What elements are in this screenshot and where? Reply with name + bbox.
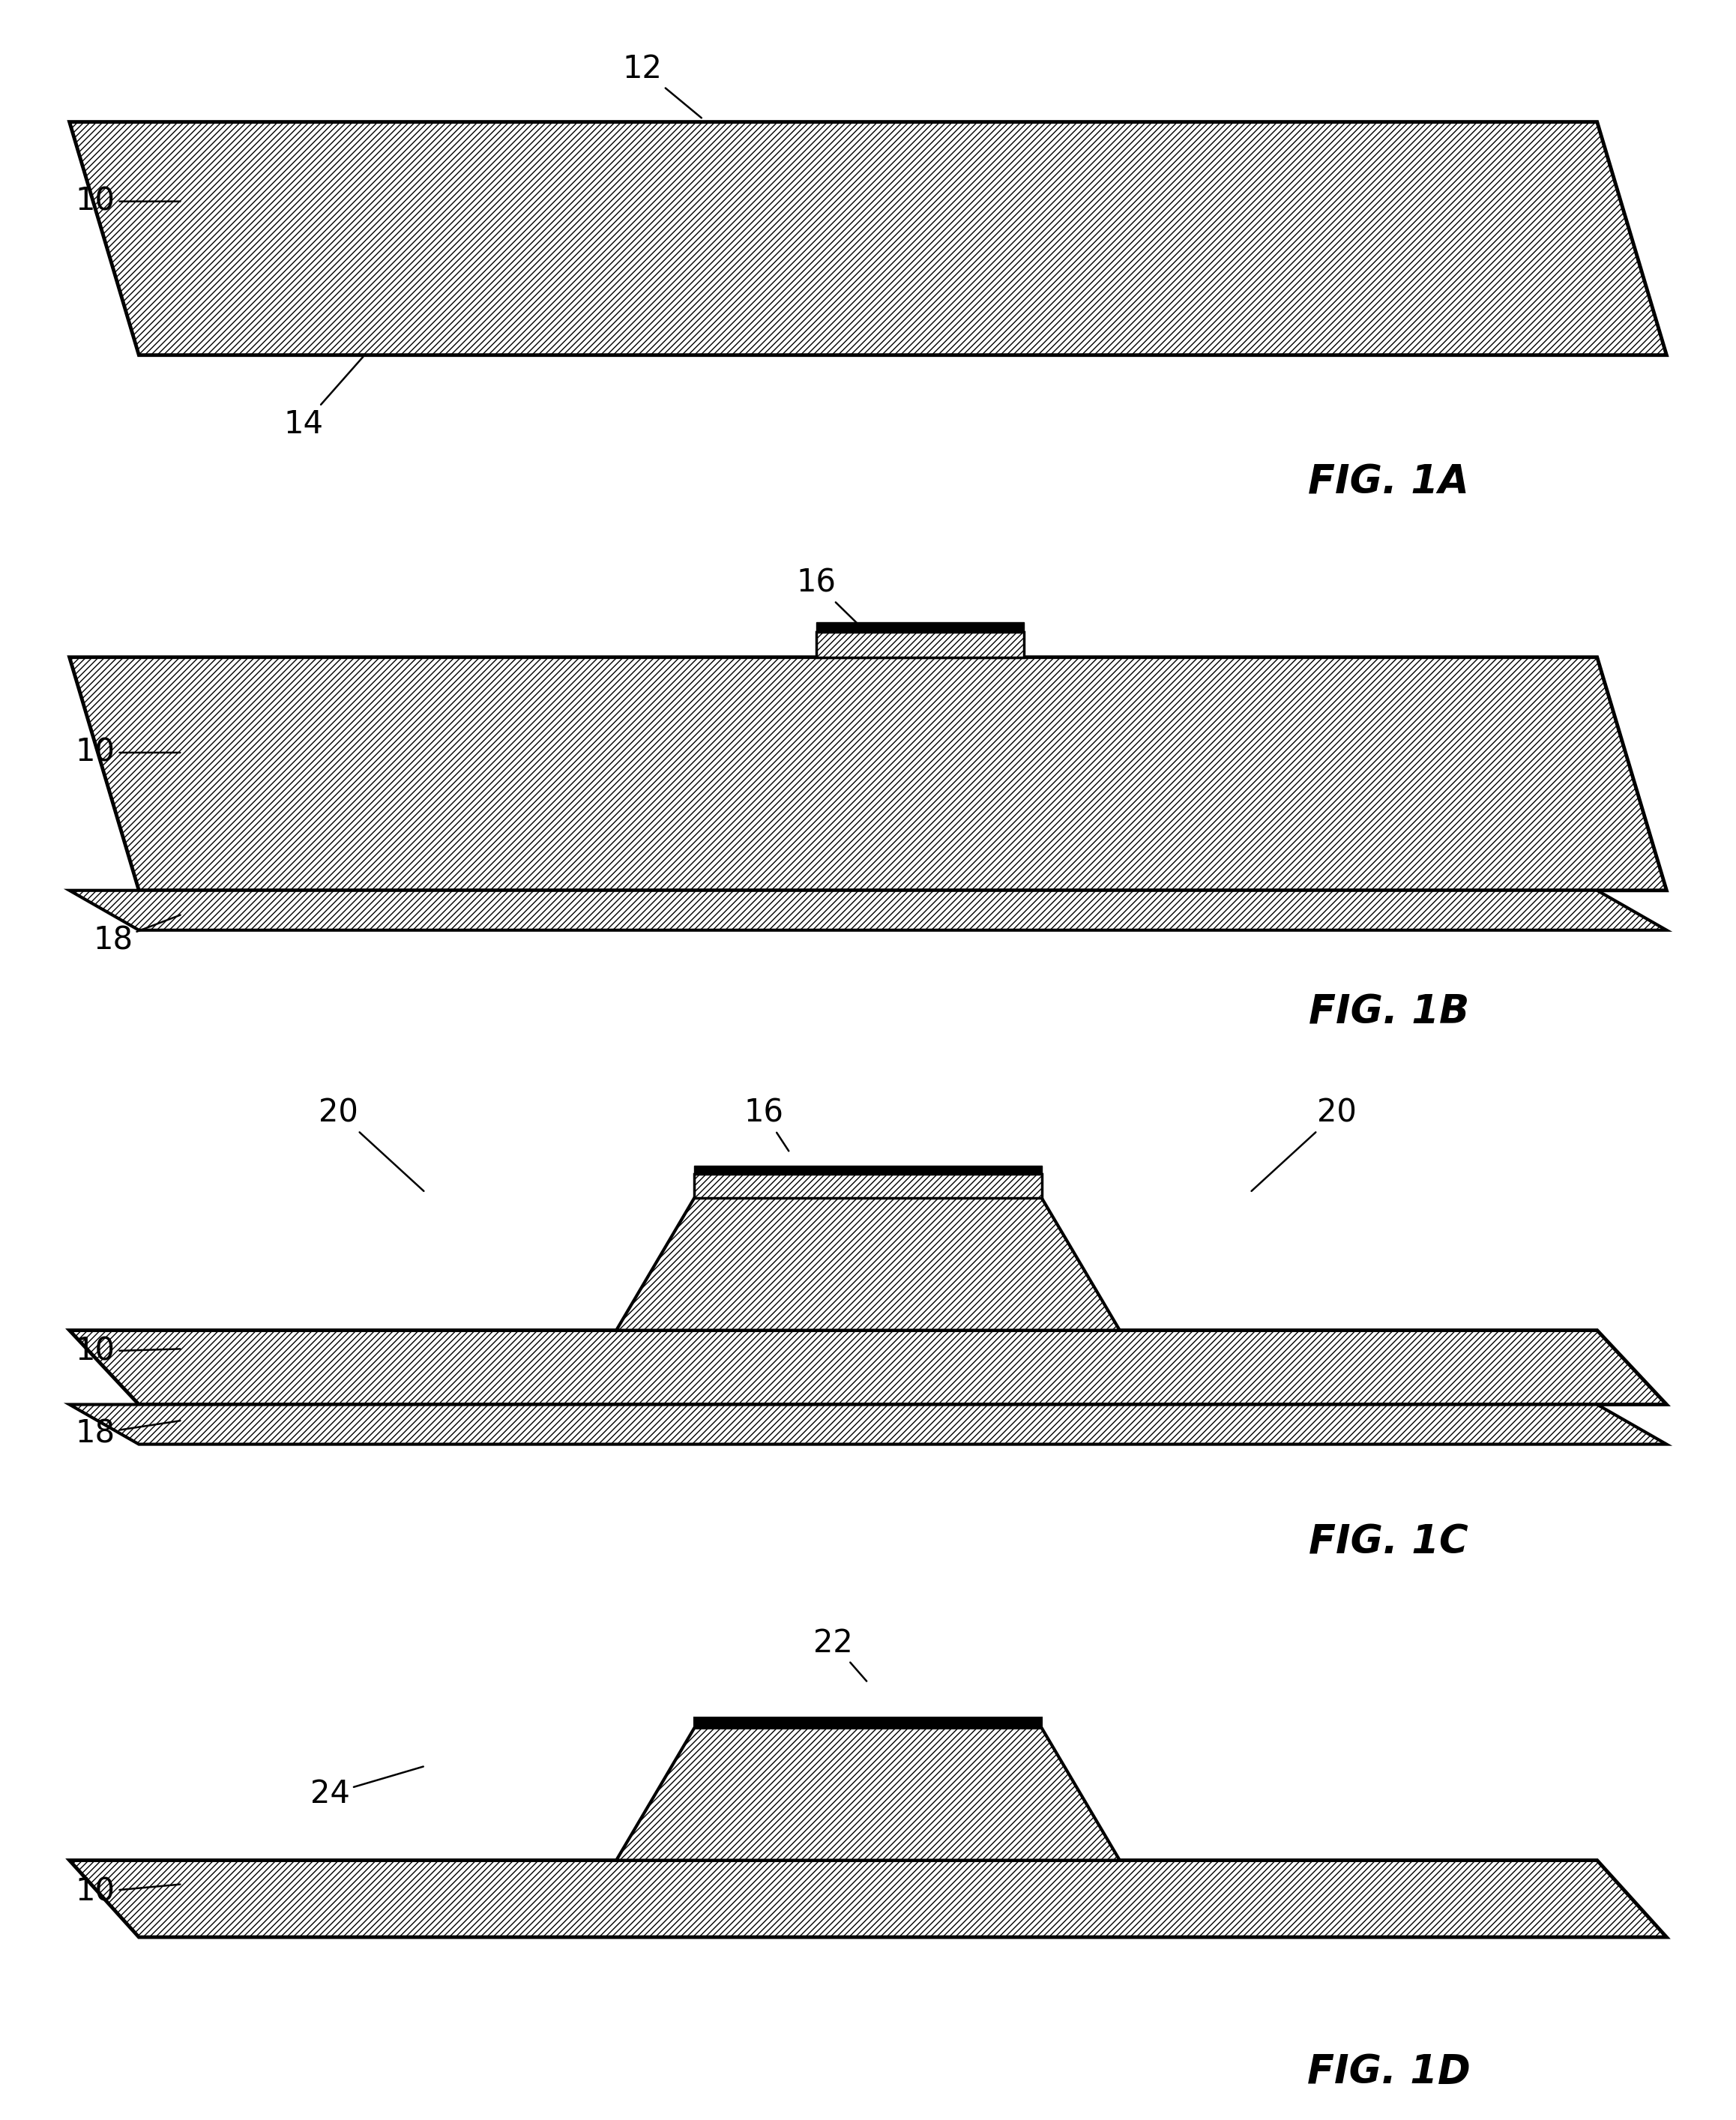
Text: FIG. 1B: FIG. 1B	[1309, 992, 1469, 1032]
Polygon shape	[616, 1198, 1120, 1331]
Text: FIG. 1A: FIG. 1A	[1309, 462, 1469, 502]
Text: 20: 20	[1252, 1098, 1356, 1191]
Polygon shape	[69, 890, 1667, 931]
Text: 10: 10	[76, 738, 181, 767]
Text: FIG. 1C: FIG. 1C	[1309, 1522, 1469, 1562]
Text: 10: 10	[76, 1876, 181, 1908]
Text: 12: 12	[623, 53, 701, 119]
Text: 18: 18	[94, 916, 181, 956]
Text: 22: 22	[814, 1628, 866, 1681]
Bar	[694, 1166, 1042, 1174]
Polygon shape	[69, 1403, 1667, 1444]
Text: 24: 24	[311, 1766, 424, 1810]
Text: 16: 16	[797, 568, 858, 623]
Text: 10: 10	[76, 1336, 181, 1367]
Polygon shape	[69, 121, 1667, 354]
Text: 10: 10	[76, 187, 181, 216]
Bar	[694, 1717, 1042, 1728]
Polygon shape	[69, 1861, 1667, 1938]
Polygon shape	[69, 1331, 1667, 1403]
Polygon shape	[69, 657, 1667, 890]
Text: 14: 14	[285, 356, 363, 439]
Text: 18: 18	[76, 1418, 181, 1450]
Text: 16: 16	[745, 1098, 788, 1151]
Bar	[816, 621, 1024, 632]
Text: 20: 20	[319, 1098, 424, 1191]
Text: FIG. 1D: FIG. 1D	[1307, 2052, 1470, 2092]
Polygon shape	[616, 1728, 1120, 1861]
Bar	[694, 1174, 1042, 1198]
Bar	[816, 632, 1024, 657]
